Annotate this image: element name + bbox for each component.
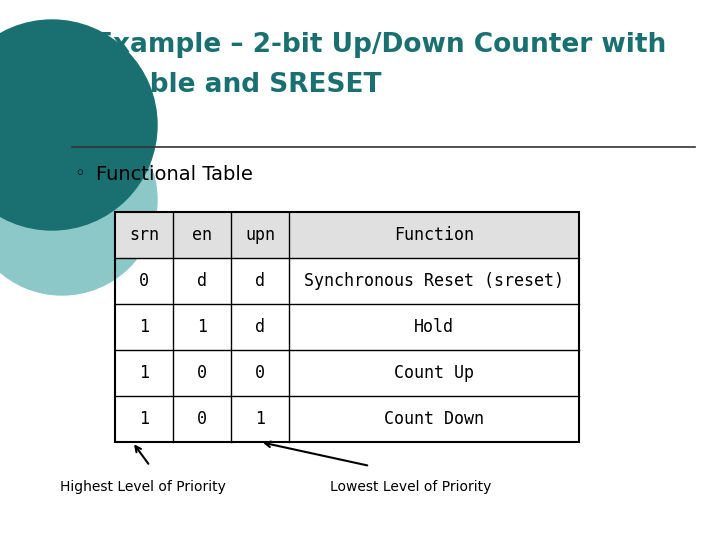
Text: d: d — [255, 318, 265, 336]
Text: 1: 1 — [255, 410, 265, 428]
Text: Highest Level of Priority: Highest Level of Priority — [60, 480, 226, 494]
Text: 1: 1 — [139, 364, 149, 382]
Text: upn: upn — [245, 226, 275, 244]
Text: Synchronous Reset (sreset): Synchronous Reset (sreset) — [304, 272, 564, 290]
Text: d: d — [255, 272, 265, 290]
Text: Function: Function — [394, 226, 474, 244]
Text: Hold: Hold — [414, 318, 454, 336]
Circle shape — [0, 20, 157, 230]
Text: Example – 2-bit Up/Down Counter with: Example – 2-bit Up/Down Counter with — [95, 32, 666, 58]
Bar — [115, 212, 579, 258]
Text: Lowest Level of Priority: Lowest Level of Priority — [330, 480, 491, 494]
Text: d: d — [197, 272, 207, 290]
Circle shape — [0, 105, 157, 295]
Text: 0: 0 — [139, 272, 149, 290]
Text: 1: 1 — [197, 318, 207, 336]
Text: 0: 0 — [197, 410, 207, 428]
Text: Count Up: Count Up — [394, 364, 474, 382]
Bar — [115, 212, 579, 442]
Text: ◦: ◦ — [74, 165, 85, 183]
Text: en: en — [192, 226, 212, 244]
Text: srn: srn — [129, 226, 159, 244]
Text: Functional Table: Functional Table — [96, 165, 253, 184]
Text: 0: 0 — [197, 364, 207, 382]
Text: 0: 0 — [255, 364, 265, 382]
Text: Count Down: Count Down — [384, 410, 484, 428]
Text: 1: 1 — [139, 410, 149, 428]
Text: 1: 1 — [139, 318, 149, 336]
Text: Enable and SRESET: Enable and SRESET — [95, 72, 382, 98]
